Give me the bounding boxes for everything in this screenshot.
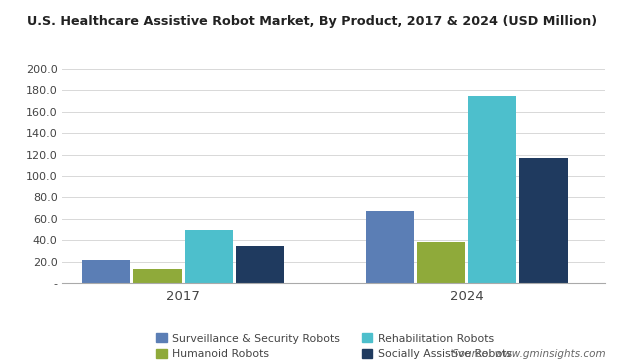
Bar [236, 246, 284, 283]
Text: U.S. Healthcare Assistive Robot Market, By Product, 2017 & 2024 (USD Million): U.S. Healthcare Assistive Robot Market, … [27, 15, 597, 28]
Bar [82, 260, 130, 283]
Bar [468, 95, 516, 283]
Bar [417, 242, 465, 283]
Text: Source: www.gminsights.com: Source: www.gminsights.com [452, 349, 605, 359]
Bar [185, 229, 233, 283]
Bar [366, 211, 414, 283]
Legend: Surveillance & Security Robots, Humanoid Robots, Rehabilitation Robots, Socially: Surveillance & Security Robots, Humanoid… [152, 329, 516, 363]
Bar [519, 158, 568, 283]
Bar [134, 269, 182, 283]
